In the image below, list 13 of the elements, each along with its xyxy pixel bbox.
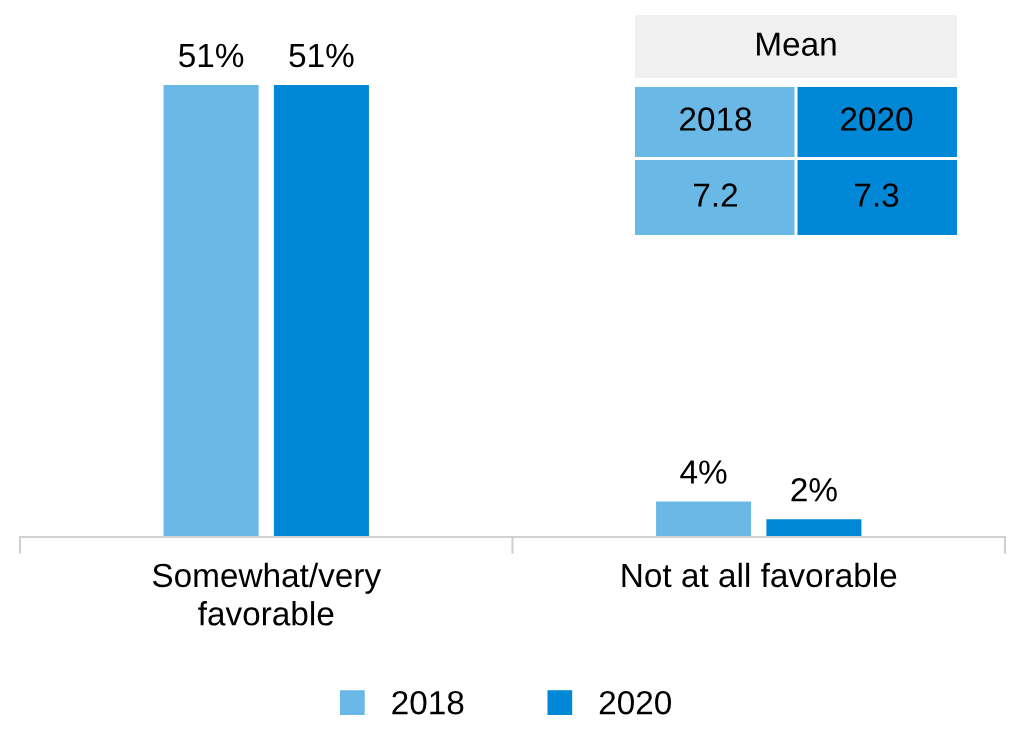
legend-label: 2020 bbox=[599, 690, 672, 715]
data-label: 7.2 bbox=[694, 183, 737, 207]
data-label: 7.3 bbox=[855, 183, 899, 207]
x-tick-label: Somewhat/very favorable bbox=[152, 562, 382, 626]
category-label: 2018 bbox=[680, 107, 752, 131]
x-tick-label: Not at all favorable bbox=[622, 562, 897, 588]
legend-label: 2018 bbox=[392, 690, 464, 715]
category-label: 2020 bbox=[841, 107, 913, 131]
data-label: 4% bbox=[680, 460, 727, 484]
data-label: 2% bbox=[791, 477, 837, 502]
text: Mean bbox=[757, 32, 836, 56]
data-label: 51% bbox=[289, 43, 354, 68]
data-label: 51% bbox=[179, 43, 244, 68]
